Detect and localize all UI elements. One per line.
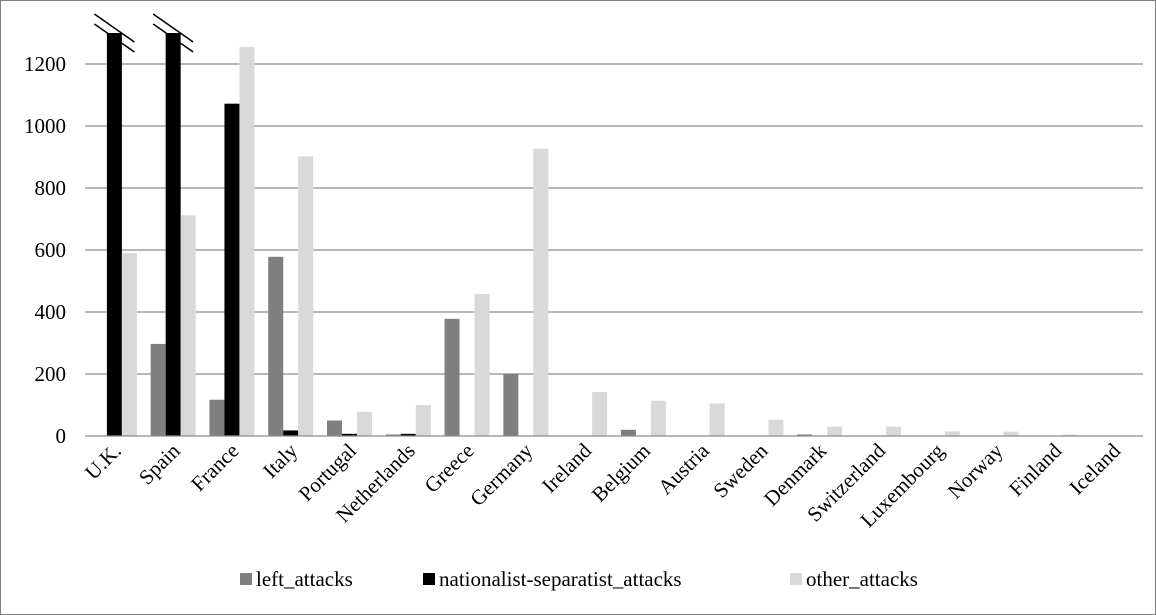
bar-nationalist-separatist-attacks-spain <box>165 33 181 436</box>
bar-other-attacks-luxembourg <box>944 431 960 436</box>
x-tick-label-italy: Italy <box>258 438 303 483</box>
bar-nationalist-separatist-attacks-u-k <box>106 33 122 436</box>
x-tick-label-norway: Norway <box>943 438 1008 503</box>
axis-break-mark <box>93 23 135 53</box>
y-tick-label: 400 <box>35 300 67 324</box>
legend-label-left-attacks: left_attacks <box>256 567 353 591</box>
bar-left-attacks-greece <box>444 318 460 436</box>
x-tick-label-finland: Finland <box>1004 438 1067 501</box>
bar-other-attacks-finland <box>1062 434 1078 436</box>
bar-other-attacks-netherlands <box>415 405 431 436</box>
bar-other-attacks-ireland <box>592 391 608 436</box>
x-tick-label-germany: Germany <box>465 438 538 511</box>
bar-other-attacks-germany <box>533 148 549 436</box>
legend-swatch-other-attacks <box>790 573 802 585</box>
x-tick-label-u-k: U.K. <box>80 439 126 485</box>
axis-break-marks <box>93 13 194 53</box>
bar-other-attacks-norway <box>1003 431 1019 436</box>
bar-nationalist-separatist-attacks-portugal <box>342 433 357 436</box>
bar-other-attacks-denmark <box>827 426 843 436</box>
x-tick-label-belgium: Belgium <box>587 439 655 507</box>
x-tick-label-austria: Austria <box>653 438 714 499</box>
y-axis-tick-labels: 0 200 400 600 800 1000 1200 <box>24 52 66 448</box>
bar-left-attacks-france <box>209 399 225 436</box>
bar-left-attacks-spain <box>150 343 166 436</box>
bar-other-attacks-belgium <box>650 400 666 436</box>
legend-label-other-attacks: other_attacks <box>806 567 918 591</box>
axis-break-mark <box>152 13 194 43</box>
bar-nationalist-separatist-attacks-italy <box>283 430 299 436</box>
axis-break-mark <box>93 13 135 43</box>
bar-other-attacks-u-k <box>121 253 137 436</box>
y-tick-label: 600 <box>35 238 67 262</box>
y-tick-label: 800 <box>35 176 67 200</box>
x-tick-label-iceland: Iceland <box>1064 438 1125 499</box>
legend-swatch-nationalist-separatist-attacks <box>423 573 435 585</box>
bar-other-attacks-france <box>239 46 255 436</box>
bar-left-attacks-germany <box>503 373 519 436</box>
bar-left-attacks-belgium <box>620 429 636 436</box>
bar-other-attacks-italy <box>298 156 314 436</box>
y-tick-label: 1200 <box>24 52 66 76</box>
y-tick-label: 200 <box>35 362 67 386</box>
legend: left_attacks nationalist-separatist_attac… <box>240 567 918 591</box>
bar-other-attacks-portugal <box>357 411 372 436</box>
bar-left-attacks-denmark <box>797 434 813 436</box>
bar-other-attacks-sweden <box>768 419 784 436</box>
y-tick-label: 1000 <box>24 114 66 138</box>
gridlines <box>85 63 1143 375</box>
axis-break-mark <box>152 23 194 53</box>
bar-nationalist-separatist-attacks-netherlands <box>400 433 416 436</box>
bar-other-attacks-greece <box>474 294 490 436</box>
bar-other-attacks-spain <box>180 215 196 436</box>
x-tick-label-spain: Spain <box>134 438 185 489</box>
x-tick-label-france: France <box>186 439 243 496</box>
bars <box>106 33 1078 437</box>
bar-other-attacks-switzerland <box>886 426 901 436</box>
legend-label-nationalist-separatist-attacks: nationalist-separatist_attacks <box>439 567 682 591</box>
bar-other-attacks-austria <box>709 403 725 436</box>
y-tick-label: 0 <box>56 424 67 448</box>
legend-swatch-left-attacks <box>240 573 252 585</box>
bar-nationalist-separatist-attacks-france <box>224 103 240 437</box>
bar-left-attacks-netherlands <box>385 434 401 436</box>
bar-left-attacks-italy <box>268 256 284 436</box>
bar-left-attacks-portugal <box>327 420 342 436</box>
